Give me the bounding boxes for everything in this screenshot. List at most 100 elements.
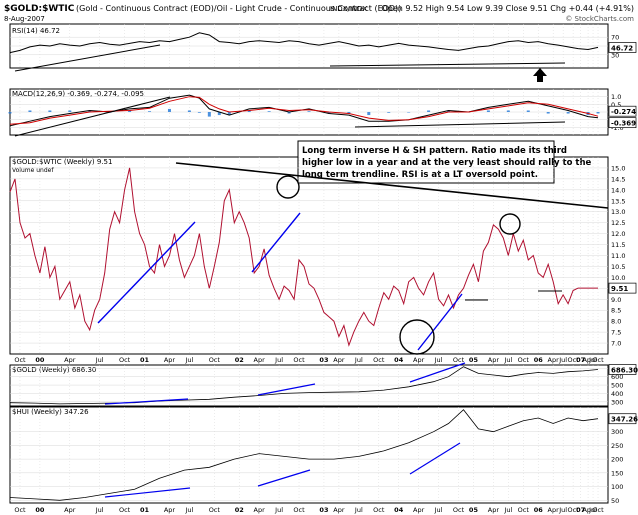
last-value-tag-text: -0.274 [611, 108, 636, 116]
drawing-layer [14, 44, 609, 498]
series-layer [8, 32, 600, 501]
macd-histogram-bar [566, 112, 570, 114]
y-tick-label: 15.0 [611, 164, 625, 172]
last-value-tag-box [608, 117, 637, 129]
hui-label: $HUI (Weekly) 347.26 [12, 408, 89, 416]
macd-last-tag: -0.369 [608, 117, 637, 129]
y-tick-label: 8.0 [611, 318, 621, 326]
annotation-line-2: higher low in a year and at the very lea… [302, 158, 592, 168]
x-tick-label: 03 [319, 506, 328, 514]
y-tick-label: 0.5 [611, 101, 621, 109]
y-tick-label: 13.5 [611, 197, 625, 205]
x-tick-label: Oct [592, 506, 604, 514]
x-tick-label: Apr [333, 506, 345, 514]
last-value-tag-box [608, 105, 637, 117]
x-tick-label: Jul [434, 356, 443, 364]
y-tick-label: 400 [611, 390, 623, 398]
x-tick-label: Apr [254, 356, 266, 364]
x-tick-label: Jul [184, 506, 193, 514]
x-tick-label: 07 [576, 356, 585, 364]
x-tick-label: Oct [518, 356, 530, 364]
x-tick-label: Oct [209, 506, 221, 514]
x-tick-label: Oct [119, 356, 131, 364]
last-value-tag-text: 9.51 [611, 285, 628, 293]
x-tick-label: Jul [274, 506, 283, 514]
macd-histogram-bar [28, 110, 32, 112]
y-tick-label: 7.5 [611, 329, 621, 337]
x-tick-label: Apr [413, 356, 425, 364]
y-tick-label: 600 [611, 373, 623, 381]
macd-histogram-bar [148, 111, 152, 112]
x-tick-label: Apr [488, 356, 500, 364]
x-tick-label: Oct [14, 356, 26, 364]
y-tick-label: 500 [611, 382, 623, 390]
x-tick-label: Apr [413, 506, 425, 514]
macd-histogram-bar [187, 110, 191, 112]
price-uptrend-line-3 [417, 293, 463, 351]
x-tick-label: Apr [548, 506, 560, 514]
y-tick-label: 7.0 [611, 340, 621, 348]
macd-histogram-bar [387, 112, 391, 113]
macd-histogram-bar [167, 108, 171, 112]
x-tick-label: 01 [140, 356, 150, 364]
y-tick-label: 11.0 [611, 252, 625, 260]
macd-histogram-bar [287, 112, 291, 114]
rsi-label: RSI(14) 46.72 [12, 27, 60, 35]
y-tick-label: 9.0 [611, 296, 621, 304]
x-tick-label: Apr [164, 506, 176, 514]
gold-last-tag: 686.30 [608, 364, 638, 375]
x-tick-label: 01 [140, 506, 150, 514]
macd-trendline-up [14, 96, 171, 137]
tick-layer: 30507046.721.00.50.0-0.5-1.0-0.274-0.369… [14, 34, 638, 514]
x-tick-label: 05 [469, 356, 479, 364]
quote-label: Open 9.52 High 9.54 Low 9.39 Close 9.51 … [381, 4, 634, 13]
x-tick-label: Oct [293, 356, 305, 364]
x-tick-label: 04 [394, 356, 404, 364]
hui-trendline-3 [409, 442, 461, 475]
x-tick-label: Jul [354, 356, 363, 364]
last-value-tag-box [608, 413, 637, 425]
rsi-series [9, 32, 599, 54]
x-tick-label: Jul [95, 506, 104, 514]
x-tick-label: Oct [518, 506, 530, 514]
exchange-label: INDX/INDX [330, 5, 368, 13]
hui-trendline-1 [104, 487, 191, 498]
price-uptrend-line-1 [97, 221, 196, 324]
x-tick-label: Apr [333, 356, 345, 364]
x-tick-label: Apr [548, 356, 560, 364]
x-tick-label: Oct [567, 356, 579, 364]
x-tick-label: Jul [274, 356, 283, 364]
x-tick-label: Apr [254, 506, 266, 514]
hui-last-tag: 347.26 [608, 413, 638, 425]
x-tick-label: 03 [319, 356, 328, 364]
macd-signal-tag: -0.274 [608, 105, 637, 117]
last-value-tag-text: 686.30 [611, 366, 638, 374]
gold-label: $GOLD (Weekly) 686.30 [12, 366, 96, 374]
hui-series [9, 409, 599, 501]
x-tick-label: Apr [582, 506, 594, 514]
annotation-line-1: Long term inverse H & SH pattern. Ratio … [302, 146, 567, 156]
x-tick-label: Jul [503, 506, 512, 514]
last-value-tag-box [608, 364, 637, 375]
x-tick-label: 00 [35, 506, 45, 514]
y-tick-label: 100 [611, 483, 623, 491]
macd-histogram-bar [447, 110, 451, 112]
macd-histogram-bar [327, 112, 331, 114]
x-tick-label: Oct [293, 506, 305, 514]
x-tick-label: Oct [592, 356, 604, 364]
rsi-trendline-flat [329, 62, 566, 67]
macd-histogram-bar [88, 110, 92, 112]
x-tick-label: Jul [354, 506, 363, 514]
x-tick-label: Oct [453, 356, 465, 364]
rsi-trendline-up [14, 44, 161, 72]
rsi-last-tag: 46.72 [608, 42, 637, 53]
x-tick-label: Jul [558, 506, 567, 514]
macd-trendline-flat [354, 121, 566, 128]
x-tick-label: Apr [64, 356, 76, 364]
gold-trendline-2 [257, 383, 316, 396]
x-tick-label: 06 [534, 356, 544, 364]
ticker-label: $GOLD:$WTIC [4, 4, 75, 14]
y-tick-label: 12.5 [611, 219, 625, 227]
y-tick-label: 10.5 [611, 263, 625, 271]
macd-histogram-bar [526, 110, 530, 112]
